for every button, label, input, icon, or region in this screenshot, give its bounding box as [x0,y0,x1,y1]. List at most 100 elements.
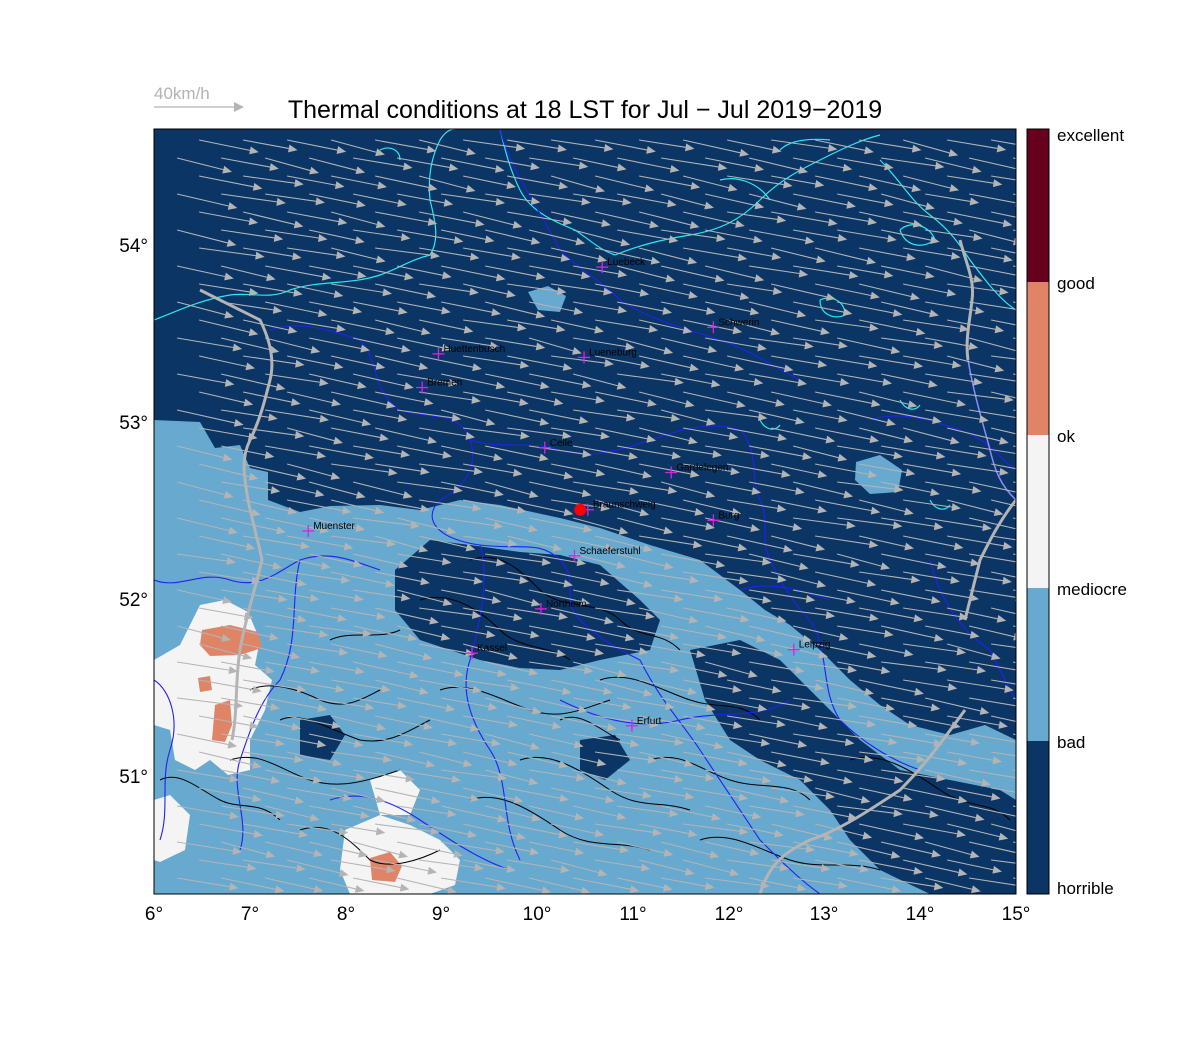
wind-arrowhead [998,721,1008,729]
wind-arrowhead [663,346,674,355]
wind-arrow [837,481,895,490]
wind-arrowhead [1002,576,1012,585]
wind-arrow [902,175,951,189]
wind-arrow [859,607,915,619]
wind-arrowhead [496,883,506,892]
wind-arrow [991,463,1016,470]
wind-arrowhead [847,812,858,821]
wind-arrowhead [959,324,970,333]
wind-arrowhead [994,364,1005,373]
wind-arrowhead [559,794,570,803]
wind-arrow [484,877,543,891]
wind-arrowhead [528,777,539,786]
wind-arrowhead [275,810,285,819]
wind-arrow [287,643,340,653]
wind-arrowhead [823,832,834,841]
wind-arrowhead [377,181,387,190]
wind-arrow [639,571,691,581]
wind-arrowhead [929,810,939,819]
wind-arrowhead [597,254,608,263]
wind-arrow [550,823,596,834]
wind-arrowhead [494,164,505,173]
wind-arrowhead [971,885,981,894]
wind-arrowhead [317,704,328,712]
wind-arrow [924,265,975,280]
wind-arrow [903,607,960,618]
wind-arrowhead [616,812,627,821]
wind-arrow [639,823,689,835]
wind-arrow [858,499,906,513]
wind-arrowhead [222,453,233,462]
wind-arrowhead [405,774,415,783]
wind-arrow [969,373,1016,382]
wind-arrowhead [893,809,903,818]
wind-arrow [419,499,473,509]
y-axis: 54° 53° 52° 51° [119,236,148,788]
wind-arrow [353,697,399,706]
wind-arrowhead [251,576,261,585]
wind-arrow [287,823,340,833]
wind-arrowhead [775,399,785,407]
wind-arrowhead [465,431,476,440]
wind-arrowhead [771,685,782,694]
wind-arrow [462,823,518,837]
wind-arrow [947,715,1000,726]
wind-arrow [264,841,315,854]
wind-arrowhead [930,703,941,712]
wind-arrow [176,193,229,207]
wind-arrowhead [990,792,1001,801]
wind-arrowhead [442,450,452,459]
wind-arrow [177,661,230,671]
wind-arrowhead [249,721,259,730]
wind-arrowhead [738,793,749,802]
wind-arrowhead [734,363,745,372]
wind-arrow [507,283,558,292]
wind-arrowhead [298,829,309,838]
wind-arrow [308,157,357,171]
wind-arrowhead [232,343,243,352]
wind-arrow [880,373,930,385]
wind-arrow [441,697,489,708]
wind-arrowhead [226,239,237,247]
wind-arrow [309,589,355,599]
wind-arrowhead [930,596,941,604]
wind-arrow [286,283,335,295]
wind-arrowhead [805,845,816,853]
wind-arrowhead [863,755,874,764]
wind-arrowhead [276,197,286,206]
wind-arrowhead [776,504,787,513]
wind-arrow [968,805,1016,817]
wind-arrow [814,679,866,693]
wind-arrow [881,337,935,346]
wind-arrow [418,823,469,835]
wind-arrowhead [694,508,705,516]
wind-arrowhead [893,521,903,530]
wind-arrow [265,193,317,202]
wind-arrow [221,805,277,816]
wind-arrowhead [885,703,895,712]
wind-arrowhead [992,756,1002,765]
wind-arrow [771,751,822,763]
colorbar-band-good [1027,282,1049,435]
wind-arrowhead [265,666,275,675]
wind-arrowhead [709,850,720,859]
wind-arrowhead [401,344,411,353]
wind-arrowhead [629,885,640,894]
wind-arrow [220,841,267,855]
wind-arrowhead [751,811,762,820]
wind-arrow [529,265,582,276]
wind-arrow [814,643,868,656]
wind-arrowhead [696,722,706,731]
wind-arrowhead [715,560,726,569]
wind-arrowhead [1013,632,1016,641]
wind-arrow [793,697,849,707]
wind-arrowhead [228,666,238,675]
wind-arrow [573,877,631,890]
wind-arrowhead [999,287,1009,296]
wind-arrowhead [342,793,353,802]
wind-arrowhead [970,558,980,567]
wind-arrow [264,157,311,172]
wind-arrowhead [530,630,540,639]
wind-arrowhead [669,809,679,818]
wind-arrow [419,607,473,616]
